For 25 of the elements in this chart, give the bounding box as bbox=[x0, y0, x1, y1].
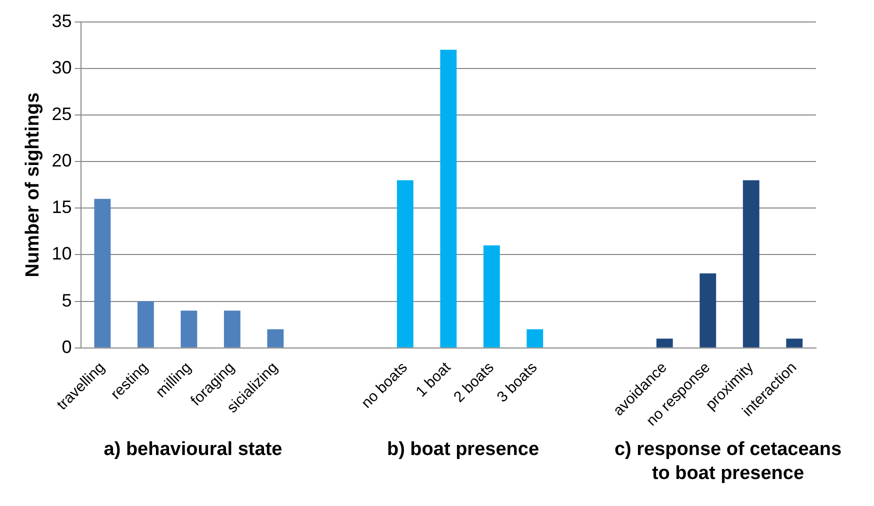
y-tick-label: 5 bbox=[62, 290, 72, 310]
bar bbox=[396, 180, 414, 348]
y-tick-label: 0 bbox=[62, 336, 72, 357]
bar bbox=[94, 198, 111, 348]
bar bbox=[700, 273, 716, 348]
y-tick-label: 35 bbox=[52, 10, 72, 31]
y-tick-label: 15 bbox=[52, 197, 72, 218]
text: b) boat presence bbox=[386, 438, 540, 462]
text: c) response of cetaceans to boat presence bbox=[613, 438, 843, 486]
y-tick-label: 20 bbox=[52, 150, 72, 171]
bar bbox=[440, 50, 457, 348]
y-tick-label: 10 bbox=[52, 244, 72, 264]
bar bbox=[483, 245, 500, 348]
bar bbox=[526, 329, 544, 348]
y-tick-label: 30 bbox=[52, 57, 72, 78]
y-tick-label: 25 bbox=[52, 104, 72, 124]
bar bbox=[180, 310, 198, 348]
bar bbox=[137, 301, 154, 348]
bar bbox=[224, 310, 240, 348]
bar bbox=[656, 338, 673, 348]
text: a) behavioural state bbox=[102, 438, 284, 462]
bar bbox=[267, 329, 284, 348]
bar bbox=[742, 180, 760, 348]
y-axis-title: Number of sightings bbox=[22, 92, 44, 278]
bar bbox=[786, 338, 803, 348]
